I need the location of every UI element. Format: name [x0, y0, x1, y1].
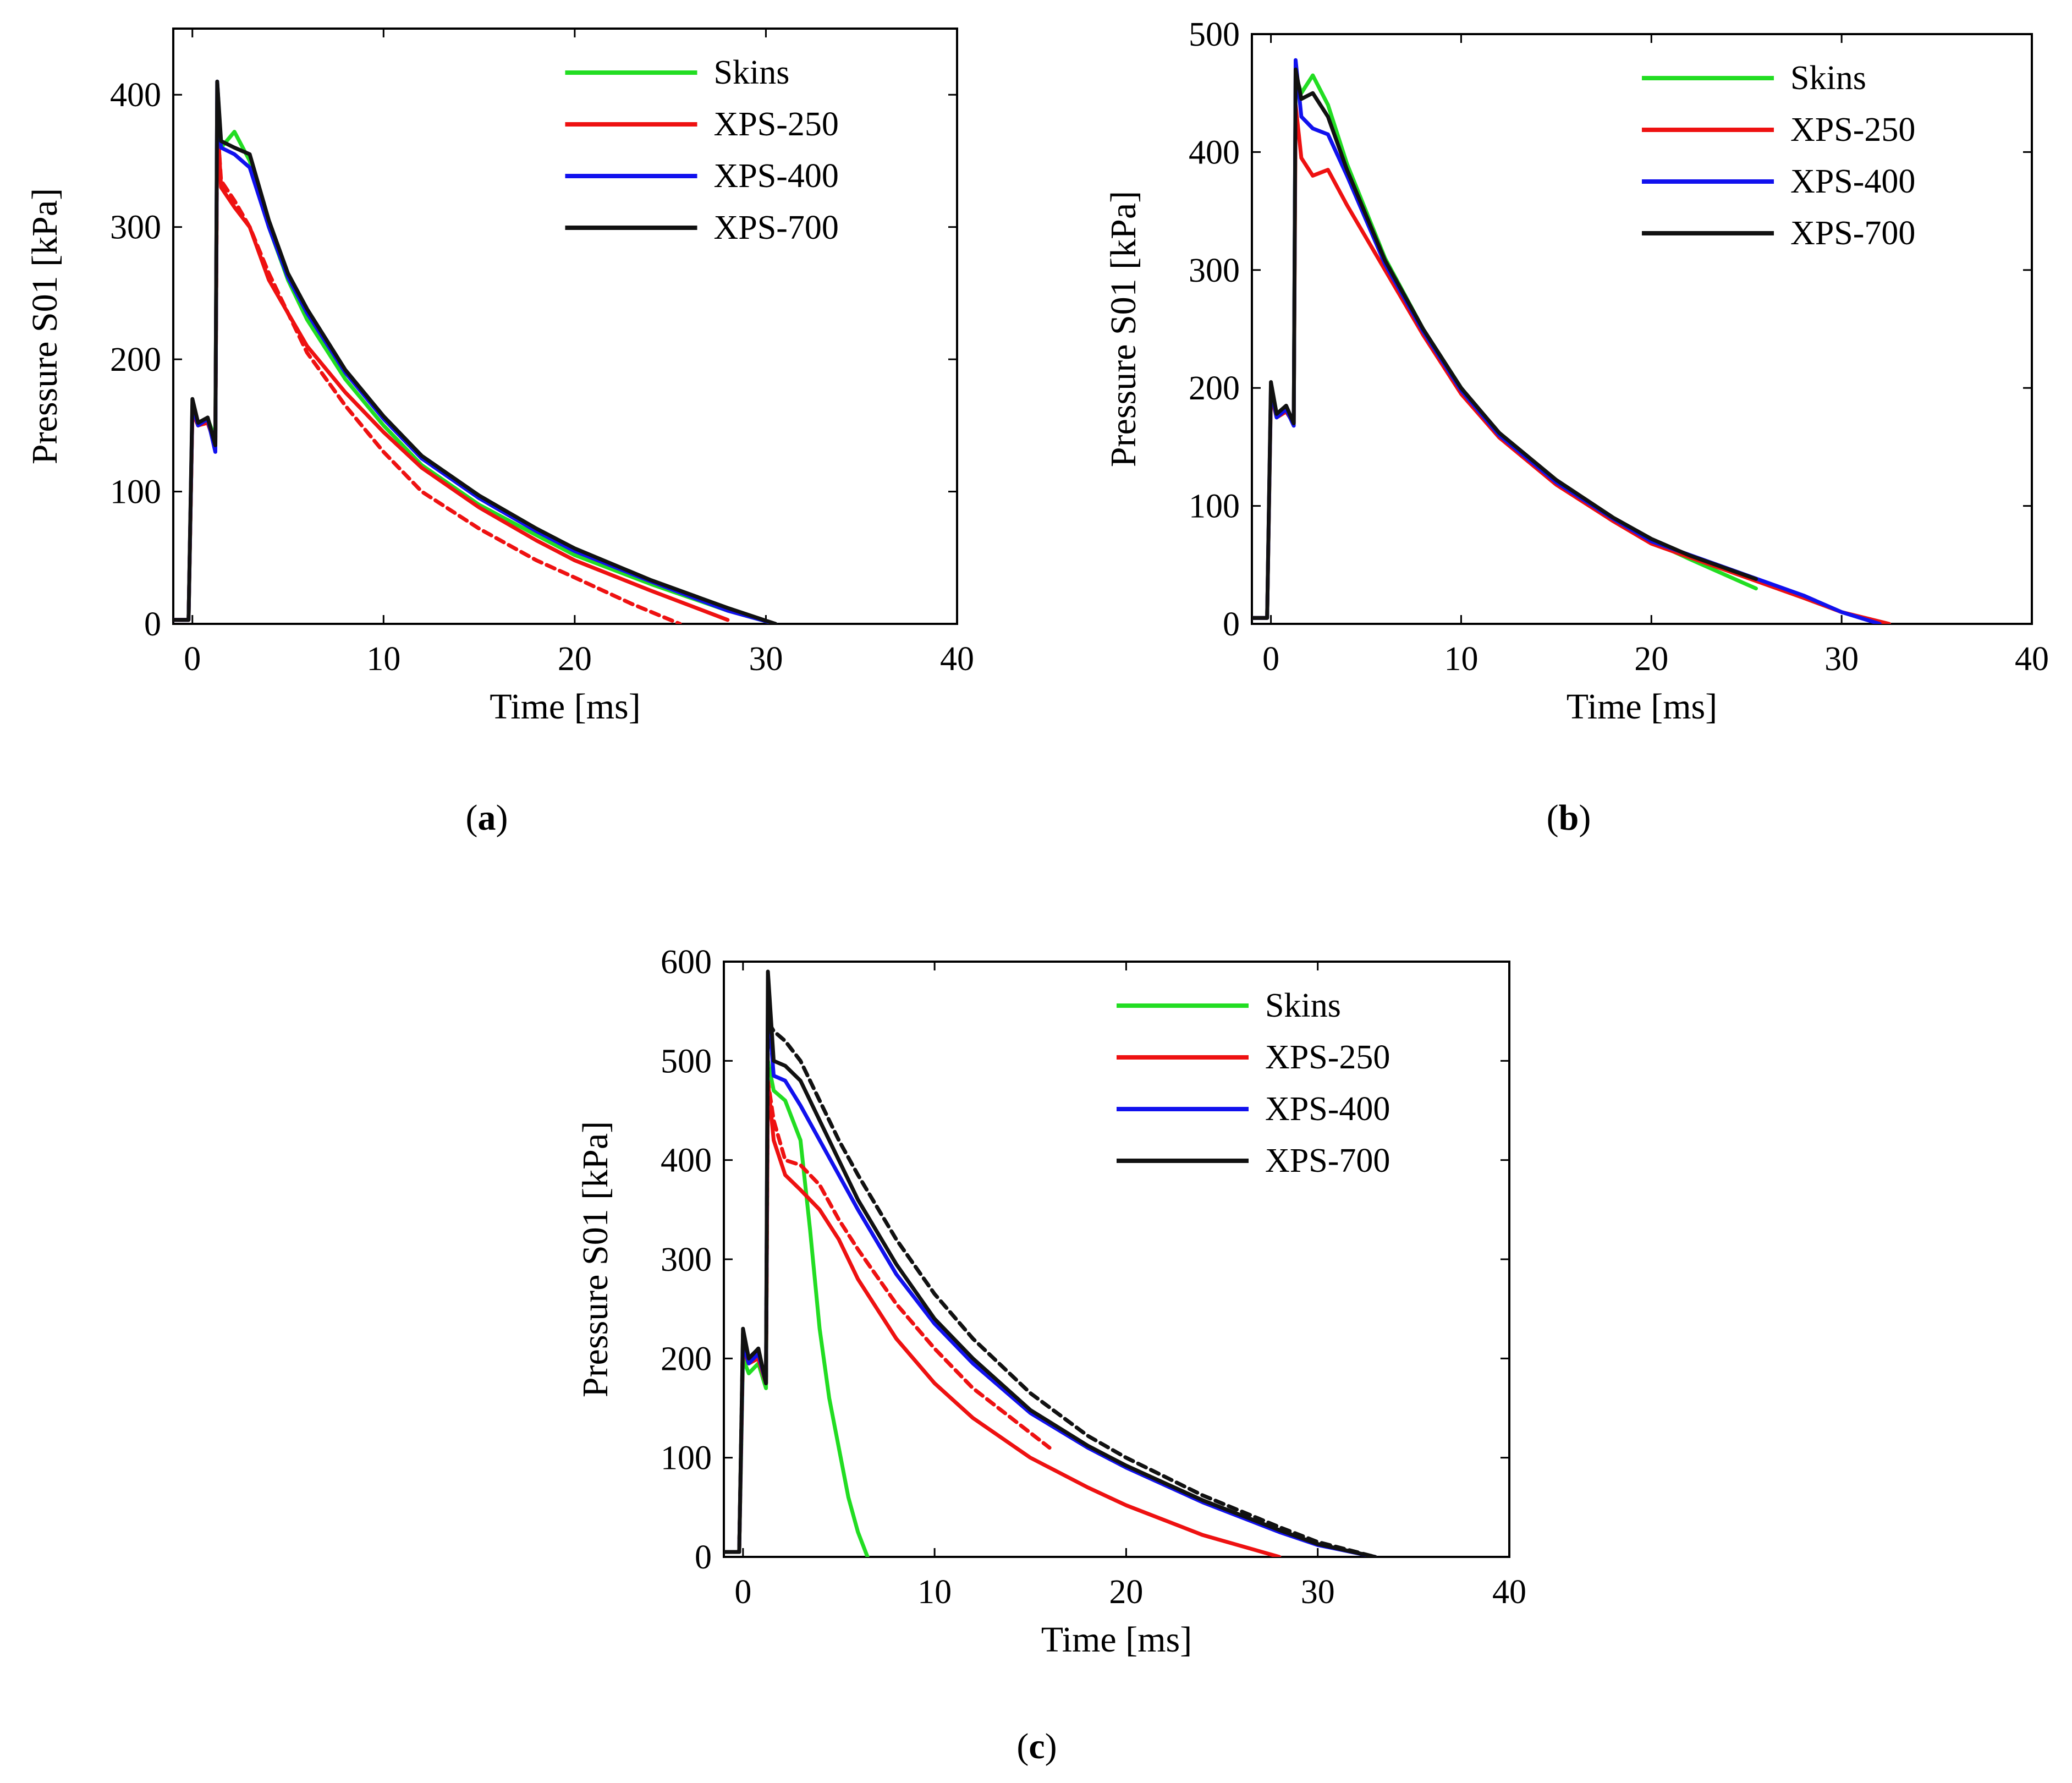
series-line-skins — [724, 1058, 870, 1557]
series-line-xps-400 — [1252, 58, 1882, 624]
y-tick-label: 0 — [1223, 606, 1240, 643]
x-tick-label: 40 — [940, 640, 974, 678]
series-line-xps-700 — [173, 79, 778, 624]
plot-area-frame — [172, 28, 958, 625]
x-tick-label: 20 — [1109, 1573, 1143, 1611]
x-axis-label: Time [ms] — [490, 687, 640, 727]
series-line-xps-400 — [724, 999, 1377, 1557]
legend-entry-skins: Skins — [714, 54, 790, 91]
y-tick-label: 600 — [661, 943, 712, 981]
legend-entry-xps-400: XPS-400 — [1790, 163, 1915, 200]
legend-entry-skins: Skins — [1265, 987, 1341, 1024]
x-tick-label: 10 — [366, 640, 400, 678]
panel-label-b: (b) — [1547, 798, 1591, 838]
series-line-xps-250-dashed — [173, 119, 682, 624]
x-tick-label: 10 — [1444, 640, 1478, 678]
y-tick-label: 500 — [1189, 16, 1240, 53]
y-tick-label: 100 — [1189, 488, 1240, 525]
series-line-skins — [1252, 73, 1758, 620]
legend-entry-xps-250: XPS-250 — [1265, 1039, 1390, 1076]
x-tick-label: 20 — [1634, 640, 1668, 678]
x-tick-label: 0 — [734, 1573, 751, 1611]
legend-entry-skins: Skins — [1790, 59, 1866, 97]
legend-entry-xps-700: XPS-700 — [1790, 215, 1915, 252]
series-line-xps-400 — [173, 79, 778, 624]
plot-area-frame — [1251, 33, 2033, 625]
y-tick-label: 200 — [110, 341, 161, 378]
x-tick-label: 30 — [749, 640, 783, 678]
legend-entry-xps-400: XPS-400 — [714, 157, 839, 195]
y-tick-label: 200 — [1189, 370, 1240, 407]
y-tick-label: 300 — [110, 209, 161, 246]
panel-label-c: (c) — [1016, 1726, 1057, 1766]
x-tick-label: 0 — [184, 640, 201, 678]
y-axis-label: Pressure S01 [kPa] — [575, 1121, 615, 1397]
legend-entry-xps-250: XPS-250 — [1790, 111, 1915, 149]
x-tick-label: 40 — [1492, 1573, 1526, 1611]
series-line-xps-700-dashed — [724, 1019, 1377, 1557]
y-tick-label: 400 — [661, 1142, 712, 1179]
series-group — [1252, 58, 1892, 624]
series-group — [173, 79, 778, 624]
x-axis-label: Time [ms] — [1041, 1620, 1192, 1660]
y-tick-label: 500 — [661, 1043, 712, 1080]
legend-entry-xps-250: XPS-250 — [714, 106, 839, 143]
y-tick-label: 200 — [661, 1340, 712, 1378]
x-tick-label: 10 — [917, 1573, 952, 1611]
panel-label-a: (a) — [466, 798, 508, 838]
y-axis-label: Pressure S01 [kPa] — [25, 188, 65, 464]
x-tick-label: 0 — [1262, 640, 1279, 678]
y-tick-label: 400 — [1189, 134, 1240, 171]
series-line-xps-250-dashed — [724, 1078, 1052, 1554]
x-axis-label: Time [ms] — [1567, 687, 1717, 727]
series-line-skins — [173, 99, 778, 624]
series-line-xps-250 — [724, 1078, 1282, 1557]
x-tick-label: 30 — [1824, 640, 1859, 678]
legend-entry-xps-700: XPS-700 — [714, 209, 839, 246]
y-axis-label: Pressure S01 [kPa] — [1103, 191, 1144, 467]
y-tick-label: 300 — [661, 1241, 712, 1279]
y-tick-label: 0 — [695, 1539, 712, 1576]
x-tick-label: 30 — [1301, 1573, 1335, 1611]
y-tick-label: 300 — [1189, 252, 1240, 289]
y-tick-label: 0 — [144, 606, 161, 643]
y-tick-label: 100 — [110, 474, 161, 511]
y-tick-label: 400 — [110, 76, 161, 114]
series-line-xps-700 — [1252, 67, 1758, 620]
legend-entry-xps-700: XPS-700 — [1265, 1142, 1390, 1179]
x-tick-label: 40 — [2015, 640, 2049, 678]
series-group — [724, 969, 1377, 1557]
series-line-xps-700 — [724, 969, 1377, 1557]
x-tick-label: 20 — [558, 640, 592, 678]
legend-entry-xps-400: XPS-400 — [1265, 1090, 1390, 1128]
y-tick-label: 100 — [661, 1440, 712, 1477]
